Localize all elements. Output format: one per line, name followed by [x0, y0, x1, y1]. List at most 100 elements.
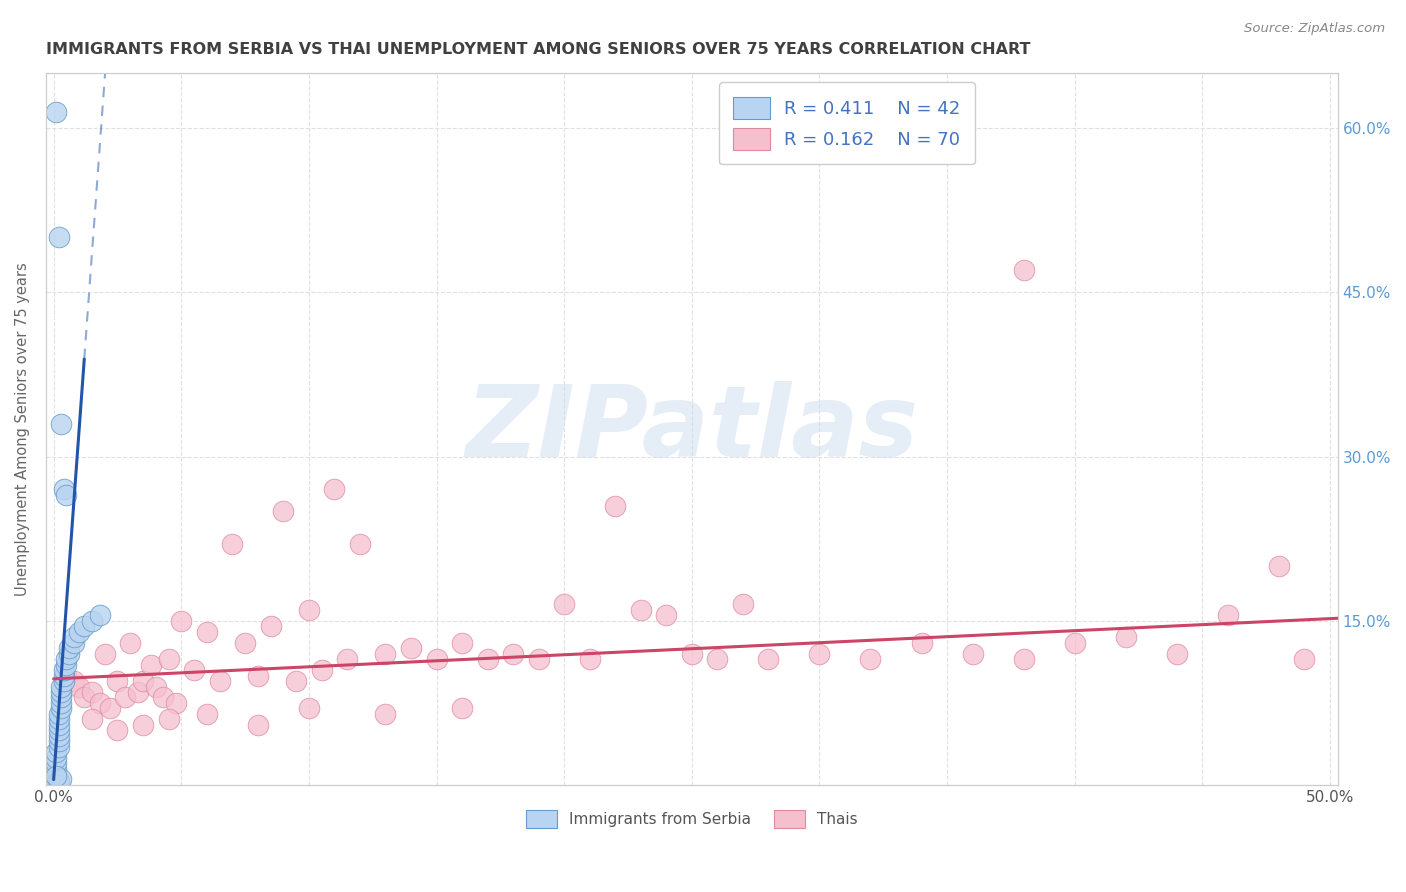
Point	[311, 663, 333, 677]
Legend: Immigrants from Serbia, Thais: Immigrants from Serbia, Thais	[520, 804, 863, 834]
Point	[51, 680, 73, 694]
Point	[51, 772, 73, 786]
Point	[52, 483, 75, 497]
Point	[246, 718, 269, 732]
Point	[63, 636, 86, 650]
Point	[120, 636, 142, 650]
Point	[451, 636, 474, 650]
Text: ZIPatlas: ZIPatlas	[465, 381, 918, 477]
Point	[553, 598, 575, 612]
Point	[165, 696, 187, 710]
Point	[98, 701, 121, 715]
Point	[51, 690, 73, 705]
Point	[67, 680, 90, 694]
Point	[52, 674, 75, 689]
Point	[1063, 636, 1085, 650]
Y-axis label: Unemployment Among Seniors over 75 years: Unemployment Among Seniors over 75 years	[15, 262, 30, 596]
Point	[73, 690, 96, 705]
Point	[731, 598, 754, 612]
Point	[605, 499, 627, 513]
Point	[808, 647, 831, 661]
Point	[48, 723, 70, 738]
Point	[145, 680, 167, 694]
Point	[55, 668, 77, 682]
Point	[1115, 630, 1137, 644]
Point	[630, 603, 652, 617]
Point	[45, 767, 67, 781]
Point	[962, 647, 984, 661]
Point	[1166, 647, 1188, 661]
Point	[63, 630, 86, 644]
Point	[139, 657, 162, 672]
Point	[80, 685, 103, 699]
Point	[681, 647, 703, 661]
Point	[107, 674, 129, 689]
Point	[48, 729, 70, 743]
Point	[578, 652, 600, 666]
Point	[48, 706, 70, 721]
Point	[80, 712, 103, 726]
Point	[45, 778, 67, 792]
Point	[45, 745, 67, 759]
Point	[51, 685, 73, 699]
Point	[910, 636, 932, 650]
Point	[170, 614, 193, 628]
Point	[323, 483, 346, 497]
Point	[259, 619, 281, 633]
Point	[298, 603, 321, 617]
Point	[195, 706, 218, 721]
Point	[1216, 608, 1239, 623]
Point	[45, 750, 67, 764]
Point	[221, 537, 243, 551]
Point	[58, 647, 80, 661]
Point	[48, 773, 70, 788]
Point	[48, 739, 70, 754]
Point	[374, 647, 396, 661]
Point	[45, 776, 67, 790]
Point	[157, 712, 180, 726]
Point	[502, 647, 524, 661]
Point	[48, 712, 70, 726]
Point	[157, 652, 180, 666]
Point	[527, 652, 550, 666]
Point	[336, 652, 359, 666]
Point	[152, 690, 174, 705]
Point	[425, 652, 447, 666]
Point	[298, 701, 321, 715]
Point	[1012, 263, 1035, 277]
Point	[45, 104, 67, 119]
Point	[451, 701, 474, 715]
Point	[45, 762, 67, 776]
Point	[51, 701, 73, 715]
Point	[48, 774, 70, 789]
Point	[45, 772, 67, 787]
Point	[349, 537, 371, 551]
Point	[48, 230, 70, 244]
Point	[51, 696, 73, 710]
Point	[127, 685, 149, 699]
Point	[399, 641, 422, 656]
Point	[246, 668, 269, 682]
Point	[48, 734, 70, 748]
Point	[208, 674, 231, 689]
Point	[374, 706, 396, 721]
Point	[183, 663, 205, 677]
Point	[107, 723, 129, 738]
Point	[1268, 559, 1291, 574]
Point	[273, 504, 295, 518]
Point	[285, 674, 308, 689]
Point	[114, 690, 136, 705]
Point	[48, 718, 70, 732]
Point	[55, 657, 77, 672]
Point	[58, 641, 80, 656]
Point	[52, 663, 75, 677]
Point	[859, 652, 882, 666]
Point	[477, 652, 499, 666]
Point	[655, 608, 678, 623]
Point	[63, 674, 86, 689]
Point	[132, 718, 155, 732]
Point	[51, 417, 73, 431]
Point	[80, 614, 103, 628]
Point	[55, 652, 77, 666]
Point	[93, 647, 115, 661]
